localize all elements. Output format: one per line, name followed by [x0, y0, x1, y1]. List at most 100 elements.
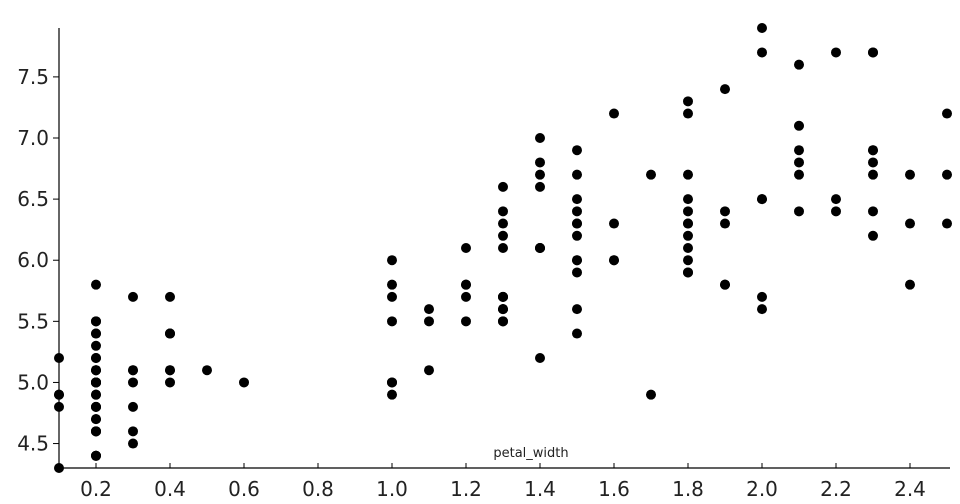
- data-point: [535, 181, 545, 192]
- data-point: [387, 316, 397, 327]
- data-point: [498, 206, 508, 217]
- y-tick-label: 7.0: [17, 126, 49, 150]
- data-point: [91, 328, 101, 339]
- data-point: [387, 279, 397, 290]
- y-tick-label: 6.5: [17, 187, 49, 211]
- data-point: [794, 206, 804, 217]
- x-tick-label: 2.2: [820, 477, 852, 500]
- y-tick-label: 5.5: [17, 309, 49, 333]
- data-point: [128, 438, 138, 449]
- data-point: [683, 255, 693, 266]
- x-tick-label: 0.4: [154, 477, 186, 500]
- data-point: [128, 291, 138, 302]
- data-point: [498, 243, 508, 253]
- points-layer: [54, 23, 952, 473]
- data-point: [942, 218, 952, 229]
- x-tick-label: 1.6: [598, 477, 630, 500]
- data-point: [757, 47, 767, 58]
- data-point: [794, 59, 804, 70]
- data-point: [683, 194, 693, 205]
- y-tick-label: 5.0: [17, 370, 49, 394]
- data-point: [387, 255, 397, 266]
- data-point: [868, 169, 878, 180]
- data-point: [202, 365, 212, 376]
- data-point: [498, 304, 508, 315]
- data-point: [535, 157, 545, 168]
- data-point: [91, 389, 101, 400]
- y-tick-label: 6.0: [17, 248, 49, 272]
- data-point: [720, 218, 730, 229]
- data-point: [91, 450, 101, 461]
- data-point: [868, 230, 878, 241]
- data-point: [572, 267, 582, 278]
- data-point: [683, 243, 693, 253]
- data-point: [498, 291, 508, 302]
- data-point: [239, 377, 249, 388]
- x-tick-label: 1.4: [524, 477, 556, 500]
- data-point: [572, 230, 582, 241]
- data-point: [572, 194, 582, 205]
- data-point: [572, 218, 582, 229]
- data-point: [794, 169, 804, 180]
- x-tick-label: 0.8: [302, 477, 334, 500]
- data-point: [831, 206, 841, 217]
- data-point: [683, 96, 693, 107]
- data-point: [165, 365, 175, 376]
- data-point: [868, 145, 878, 156]
- data-point: [128, 426, 138, 437]
- data-point: [794, 120, 804, 131]
- data-point: [831, 47, 841, 58]
- x-tick-label: 0.6: [228, 477, 260, 500]
- data-point: [794, 157, 804, 168]
- data-point: [461, 291, 471, 302]
- data-point: [424, 316, 434, 327]
- x-tick-label: 0.2: [80, 477, 112, 500]
- data-point: [683, 169, 693, 180]
- data-point: [683, 230, 693, 241]
- x-axis-label: petal_width: [493, 446, 568, 461]
- data-point: [128, 377, 138, 388]
- data-point: [424, 304, 434, 315]
- data-point: [91, 279, 101, 290]
- x-tick-label: 1.8: [672, 477, 704, 500]
- data-point: [720, 84, 730, 95]
- data-point: [757, 194, 767, 205]
- data-point: [757, 23, 767, 33]
- x-tick-label: 1.2: [450, 477, 482, 500]
- data-point: [498, 218, 508, 229]
- data-point: [905, 218, 915, 229]
- data-point: [609, 255, 619, 266]
- data-point: [572, 255, 582, 266]
- data-point: [942, 108, 952, 119]
- data-point: [572, 169, 582, 180]
- data-point: [572, 145, 582, 156]
- data-point: [757, 304, 767, 315]
- data-point: [91, 316, 101, 327]
- data-point: [91, 426, 101, 437]
- data-point: [387, 389, 397, 400]
- data-point: [868, 47, 878, 58]
- x-tick-label: 2.0: [746, 477, 778, 500]
- data-point: [683, 267, 693, 278]
- data-point: [498, 181, 508, 192]
- data-point: [942, 169, 952, 180]
- data-point: [165, 291, 175, 302]
- data-point: [609, 108, 619, 119]
- y-ticks: 4.5 5.0 5.5 6.0 6.5 7.0 7.5: [17, 65, 59, 456]
- data-point: [646, 389, 656, 400]
- data-point: [128, 401, 138, 412]
- y-tick-label: 7.5: [17, 65, 49, 89]
- data-point: [720, 206, 730, 217]
- data-point: [165, 377, 175, 388]
- data-point: [91, 414, 101, 425]
- data-point: [461, 279, 471, 290]
- data-point: [572, 206, 582, 217]
- data-point: [91, 353, 101, 363]
- data-point: [535, 169, 545, 180]
- data-point: [868, 206, 878, 217]
- data-point: [387, 291, 397, 302]
- data-point: [461, 243, 471, 253]
- data-point: [831, 194, 841, 205]
- x-ticks: 0.2 0.4 0.6 0.8 1.0 1.2 1.4 1.6 1.8 2.0 2.2 2.4: [80, 463, 926, 501]
